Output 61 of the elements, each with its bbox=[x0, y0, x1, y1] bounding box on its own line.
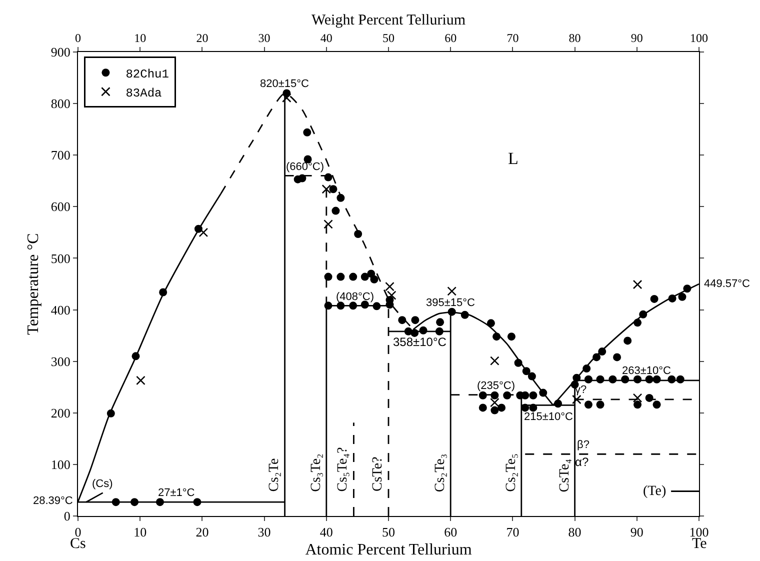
legend-label: 83Ada bbox=[126, 86, 162, 100]
annotation: (Cs) bbox=[92, 478, 113, 490]
annotation: (Te) bbox=[643, 484, 666, 499]
annotation: 28.39°C bbox=[33, 495, 73, 507]
y-tick-label: 700 bbox=[50, 148, 70, 163]
annotation: 215±10°C bbox=[524, 411, 574, 423]
text: Cs₅Te₄? bbox=[336, 447, 351, 492]
x-tick-label: 80 bbox=[568, 31, 581, 46]
x2-tick-label: 40 bbox=[320, 524, 333, 540]
annotation: 358±10°C bbox=[393, 335, 447, 349]
x-tick-label: 60 bbox=[444, 31, 457, 46]
x2-tick-label: 70 bbox=[506, 524, 520, 540]
x-tick-label: 10 bbox=[134, 31, 146, 46]
y-tick-label: 600 bbox=[50, 199, 70, 214]
y-tick-label: 900 bbox=[50, 44, 70, 60]
x-tick-label: 40 bbox=[320, 31, 332, 46]
annotation: (408°C) bbox=[336, 291, 374, 303]
y-tick-label: 300 bbox=[50, 354, 70, 369]
x2-tick-label: 20 bbox=[196, 524, 209, 540]
y-tick-label: 500 bbox=[50, 250, 70, 266]
text: Cs₂Te₅ bbox=[504, 453, 519, 492]
x-axis-title: Atomic Percent Tellurium bbox=[305, 541, 472, 558]
text: CsTe₄ bbox=[557, 458, 572, 492]
text: Cs₃Te₂ bbox=[308, 453, 324, 492]
x2-tick-label: 80 bbox=[568, 524, 582, 540]
x-tick-label: 90 bbox=[630, 31, 643, 46]
text: Cs₂Te₃ bbox=[433, 454, 448, 492]
x2-tick-label: 90 bbox=[630, 524, 644, 540]
annotation: 395±15°C bbox=[426, 297, 476, 309]
y-tick-label: 400 bbox=[50, 302, 70, 318]
annotation: (235°C) bbox=[477, 380, 516, 392]
annotation: (660°C) bbox=[286, 161, 324, 173]
x2-tick-label: 30 bbox=[258, 524, 271, 540]
x2-tick-label: 10 bbox=[134, 524, 147, 540]
annotation: 263±10°C bbox=[622, 365, 672, 377]
x2-tick-label: 60 bbox=[444, 524, 458, 540]
x-tick-label: 50 bbox=[382, 31, 394, 46]
legend-label: 82Chu1 bbox=[126, 67, 169, 82]
x-tick-label: 20 bbox=[196, 31, 208, 46]
x-tick-label: 100 bbox=[690, 31, 708, 46]
annotation: γ? bbox=[575, 384, 587, 396]
annotation: 27±1°C bbox=[158, 487, 195, 499]
y-tick-label: 800 bbox=[50, 96, 70, 112]
x2-axis-title: Weight Percent Tellurium bbox=[311, 12, 466, 28]
x-tick-label: 0 bbox=[75, 31, 81, 46]
y-axis-title: Temperature °C bbox=[24, 233, 42, 335]
text: Te bbox=[692, 536, 708, 552]
x2-tick-label: 50 bbox=[382, 524, 395, 540]
text: Cs₂Te bbox=[266, 458, 282, 492]
x-tick-label: 30 bbox=[258, 31, 270, 46]
y-tick-label: 0 bbox=[64, 508, 70, 524]
annotation: α? bbox=[575, 455, 589, 469]
annotation: 820±15°C bbox=[260, 78, 310, 90]
annotation: L bbox=[508, 149, 518, 168]
text: Cs bbox=[70, 536, 86, 552]
text: CsTe? bbox=[370, 456, 386, 492]
y-tick-label: 200 bbox=[50, 405, 70, 420]
y-tick-label: 100 bbox=[50, 456, 70, 472]
x-tick-label: 70 bbox=[506, 31, 519, 46]
annotation: 449.57°C bbox=[704, 278, 750, 290]
annotation: β? bbox=[577, 439, 590, 451]
